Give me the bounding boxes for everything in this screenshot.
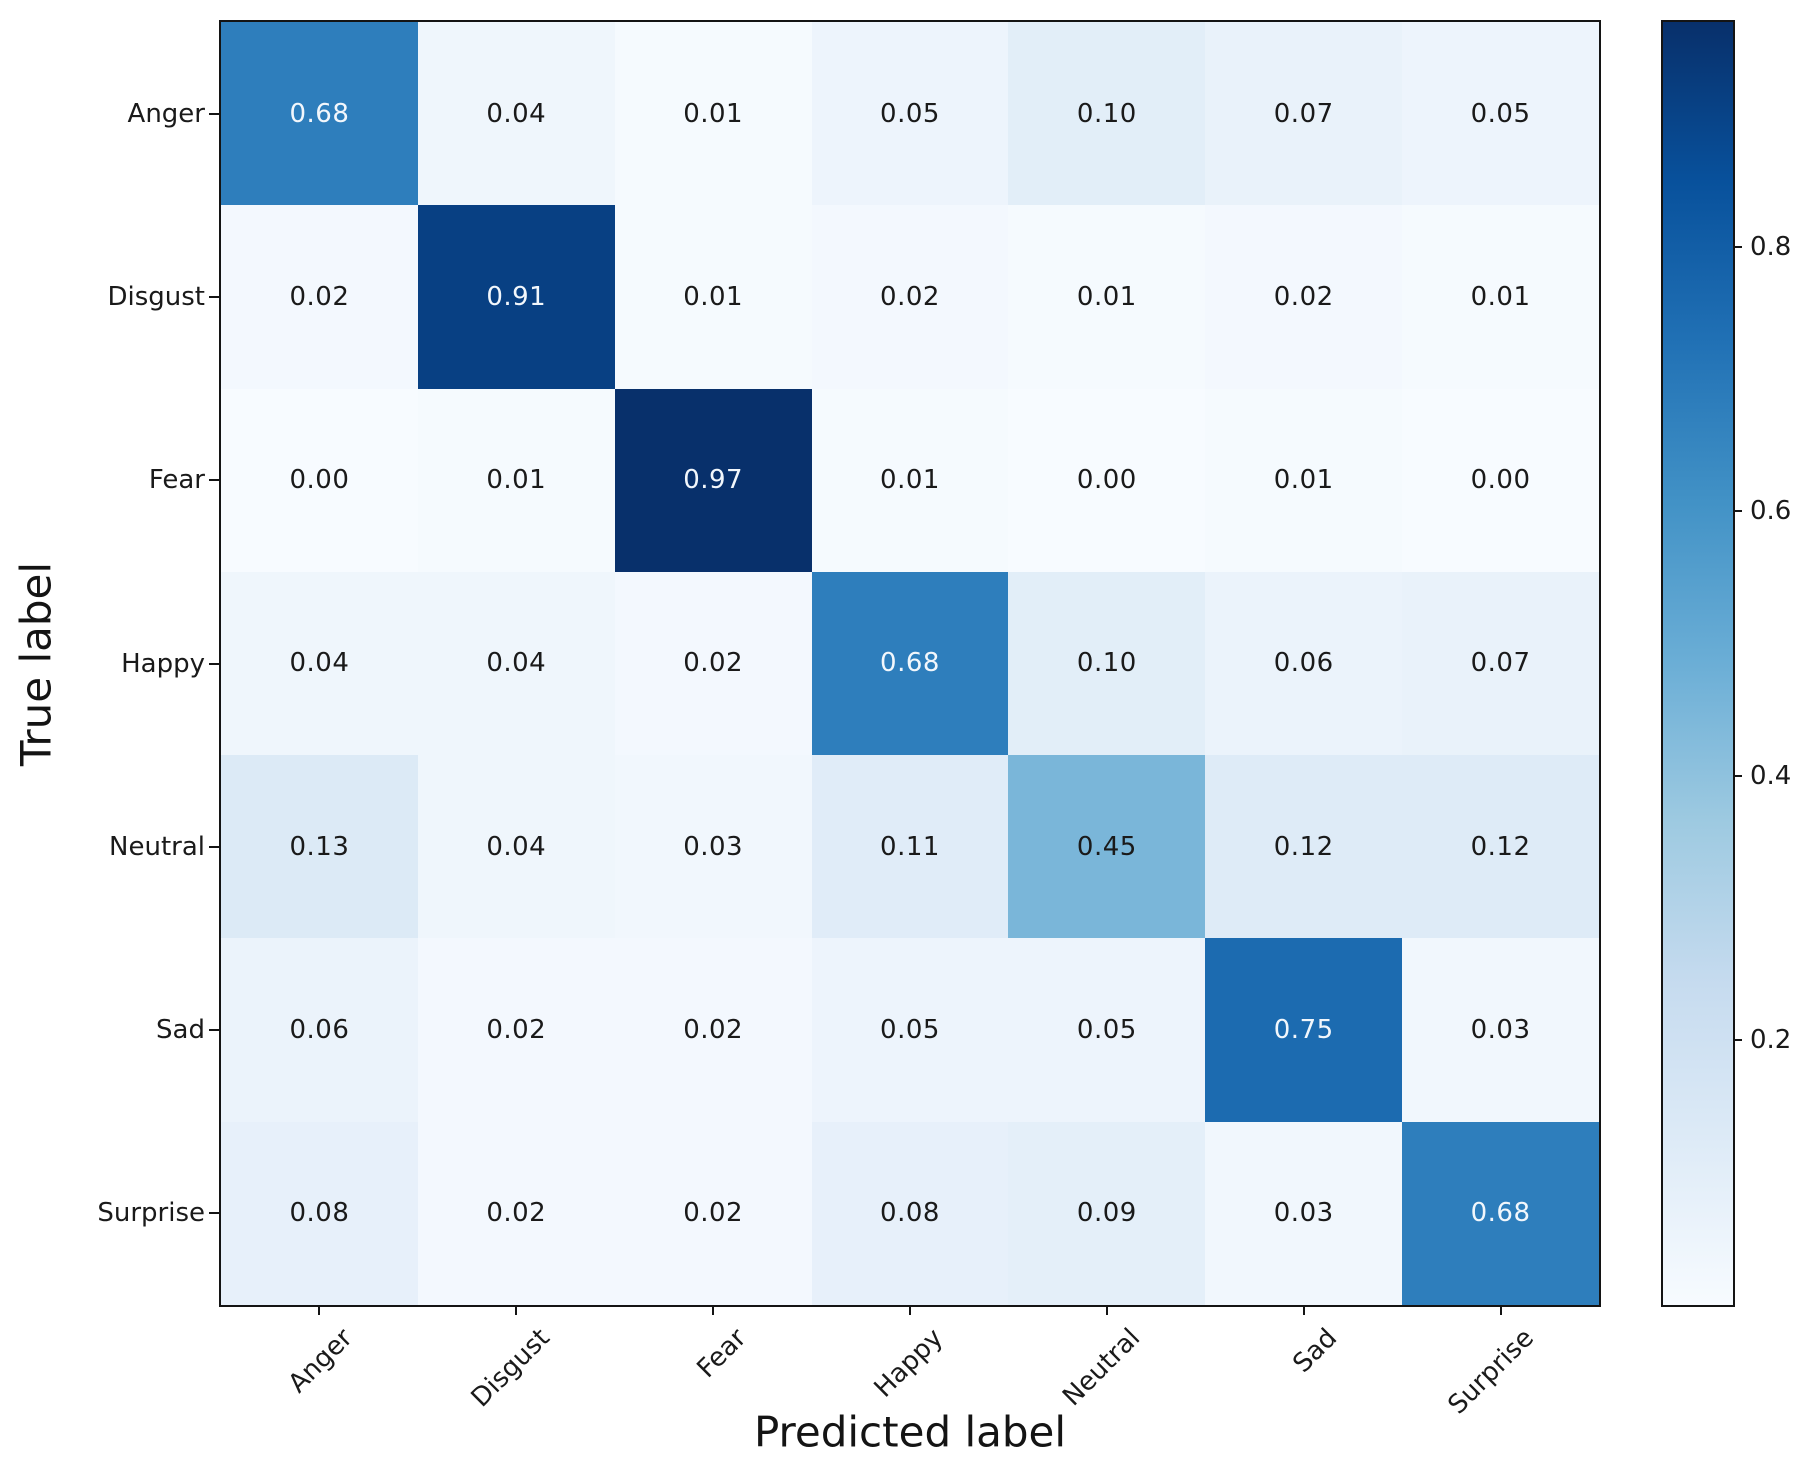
heatmap-cell: 0.02 xyxy=(614,571,812,756)
heatmap-cell: 0.01 xyxy=(1402,205,1599,389)
heatmap-cell: 0.06 xyxy=(1205,571,1403,756)
heatmap-cell: 0.12 xyxy=(1205,755,1403,939)
x-tick-mark xyxy=(1105,1305,1108,1315)
heatmap-cell: 0.07 xyxy=(1205,22,1403,206)
heatmap-cell: 0.09 xyxy=(1008,1121,1206,1305)
heatmap-cell: 0.04 xyxy=(417,571,615,756)
heatmap-cell: 0.00 xyxy=(1008,388,1206,572)
heatmap-cell: 0.01 xyxy=(614,22,812,206)
colorbar-tick-label: 0.8 xyxy=(1750,231,1792,262)
y-tick-mark xyxy=(209,112,219,115)
heatmap-cell: 0.00 xyxy=(1402,388,1599,572)
x-axis-title: Predicted label xyxy=(753,1407,1067,1457)
y-tick-label: Fear xyxy=(148,465,205,496)
heatmap-cell: 0.08 xyxy=(221,1121,418,1305)
heatmap-cell: 0.02 xyxy=(417,938,615,1122)
x-tick-label: Fear xyxy=(691,1323,753,1384)
heatmap-grid: 0.68 0.04 0.01 0.05 0.10 0.07 0.05 0.02 0.91 0.01… xyxy=(221,22,1599,1305)
y-tick-mark xyxy=(209,845,219,848)
heatmap-cell: 0.97 xyxy=(614,388,812,572)
heatmap-cell: 0.01 xyxy=(614,205,812,389)
y-axis-title: True label xyxy=(11,561,61,766)
heatmap-cell: 0.75 xyxy=(1205,938,1403,1122)
heatmap-cell: 0.10 xyxy=(1008,22,1206,206)
heatmap-cell: 0.10 xyxy=(1008,571,1206,756)
y-tick-label: Neutral xyxy=(109,831,205,862)
y-tick-label: Surprise xyxy=(97,1198,205,1229)
heatmap-cell: 0.03 xyxy=(614,755,812,939)
x-tick-mark xyxy=(1302,1305,1305,1315)
heatmap-cell: 0.45 xyxy=(1008,755,1206,939)
y-tick-mark xyxy=(209,479,219,482)
heatmap-cell: 0.68 xyxy=(1402,1121,1599,1305)
heatmap-cell: 0.11 xyxy=(811,755,1009,939)
x-tick-mark xyxy=(318,1305,321,1315)
x-tick-label: Anger xyxy=(282,1323,359,1399)
colorbar-tick-mark xyxy=(1733,774,1742,777)
heatmap-cell: 0.01 xyxy=(1205,388,1403,572)
heatmap-cell: 0.08 xyxy=(811,1121,1009,1305)
colorbar-tick-mark xyxy=(1733,245,1742,248)
heatmap-cell: 0.05 xyxy=(1008,938,1206,1122)
heatmap-cell: 0.03 xyxy=(1402,938,1599,1122)
x-tick-label: Sad xyxy=(1287,1323,1343,1379)
colorbar-tick-mark xyxy=(1733,1039,1742,1042)
heatmap-cell: 0.04 xyxy=(417,22,615,206)
heatmap-cell: 0.12 xyxy=(1402,755,1599,939)
heatmap-cell: 0.01 xyxy=(811,388,1009,572)
heatmap-plot-area: 0.68 0.04 0.01 0.05 0.10 0.07 0.05 0.02 0.91 0.01… xyxy=(219,20,1601,1307)
heatmap-cell: 0.06 xyxy=(221,938,418,1122)
heatmap-cell: 0.91 xyxy=(417,205,615,389)
colorbar-tick-label: 0.4 xyxy=(1750,760,1792,791)
heatmap-cell: 0.04 xyxy=(417,755,615,939)
y-tick-mark xyxy=(209,1212,219,1215)
y-tick-mark xyxy=(209,1029,219,1032)
heatmap-cell: 0.68 xyxy=(221,22,418,206)
colorbar xyxy=(1661,20,1735,1307)
heatmap-cell: 0.02 xyxy=(614,938,812,1122)
heatmap-cell: 0.01 xyxy=(1008,205,1206,389)
x-tick-mark xyxy=(909,1305,911,1315)
heatmap-cell: 0.02 xyxy=(811,205,1009,389)
x-tick-mark xyxy=(1499,1305,1502,1315)
y-tick-label: Disgust xyxy=(107,281,205,312)
y-tick-mark xyxy=(209,662,219,665)
heatmap-cell: 0.02 xyxy=(417,1121,615,1305)
heatmap-cell: 0.02 xyxy=(1205,205,1403,389)
x-tick-mark xyxy=(515,1305,518,1315)
heatmap-cell: 0.05 xyxy=(1402,22,1599,206)
y-tick-mark xyxy=(209,295,219,298)
x-tick-label: Happy xyxy=(868,1323,950,1404)
heatmap-cell: 0.00 xyxy=(221,388,418,572)
heatmap-cell: 0.02 xyxy=(221,205,418,389)
x-tick-mark xyxy=(712,1305,715,1315)
colorbar-tick-label: 0.6 xyxy=(1750,496,1792,527)
y-tick-label: Sad xyxy=(156,1015,205,1046)
heatmap-cell: 0.05 xyxy=(811,22,1009,206)
heatmap-cell: 0.03 xyxy=(1205,1121,1403,1305)
y-tick-label: Happy xyxy=(121,648,205,679)
heatmap-cell: 0.04 xyxy=(221,571,418,756)
heatmap-cell: 0.13 xyxy=(221,755,418,939)
x-tick-label: Disgust xyxy=(465,1323,556,1414)
heatmap-cell: 0.07 xyxy=(1402,571,1599,756)
heatmap-cell: 0.02 xyxy=(614,1121,812,1305)
heatmap-cell: 0.68 xyxy=(811,571,1009,756)
x-tick-label: Surprise xyxy=(1442,1323,1540,1421)
colorbar-tick-mark xyxy=(1733,510,1742,513)
x-tick-label: Neutral xyxy=(1056,1323,1147,1413)
colorbar-tick-label: 0.2 xyxy=(1750,1025,1792,1056)
y-tick-label: Anger xyxy=(127,98,205,129)
heatmap-cell: 0.05 xyxy=(811,938,1009,1122)
heatmap-cell: 0.01 xyxy=(417,388,615,572)
